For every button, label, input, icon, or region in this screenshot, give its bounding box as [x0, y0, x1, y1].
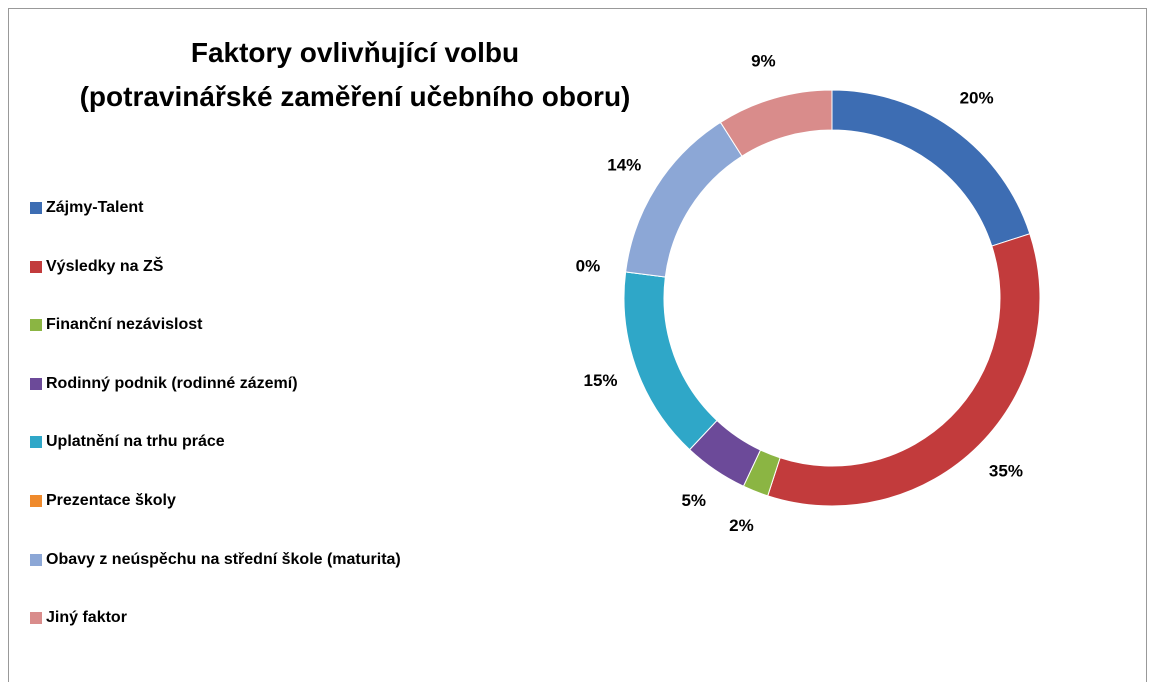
donut-segment: [623, 271, 718, 451]
donut-segment: [719, 89, 833, 157]
legend-swatch: [30, 319, 42, 332]
data-label: 15%: [584, 371, 618, 390]
legend-label: Finanční nezávislost: [46, 316, 203, 334]
data-label: 35%: [989, 461, 1023, 480]
legend-label: Zájmy-Talent: [46, 199, 144, 216]
legend-item: Zájmy-Talent: [30, 193, 420, 223]
data-label: 9%: [751, 51, 776, 70]
donut-segment: [831, 89, 1031, 247]
legend-swatch: [30, 553, 42, 566]
legend-item: Finanční nezávislost: [30, 310, 420, 340]
donut-segment: [625, 121, 743, 278]
frame: [8, 8, 1147, 682]
legend-swatch: [30, 436, 42, 449]
data-label: 2%: [729, 516, 754, 535]
legend-swatch: [30, 260, 42, 273]
legend-swatch: [30, 202, 42, 214]
chart-title: Faktory ovlivňující volbu: [191, 37, 519, 68]
legend-item: Obavy z neúspěchu na střední škole (matu…: [30, 545, 420, 575]
legend-swatch: [30, 495, 42, 507]
chart-title: (potravinářské zaměření učebního oboru): [80, 81, 631, 112]
legend-label: Obavy z neúspěchu na střední škole (matu…: [46, 550, 401, 568]
data-label: 20%: [960, 88, 994, 107]
legend-item: Jiný faktor: [30, 603, 420, 633]
legend-label: Výsledky na ZŠ: [46, 257, 164, 275]
legend-swatch: [30, 612, 42, 625]
legend-item: Uplatnění na trhu práce: [30, 427, 420, 457]
legend-item: Prezentace školy: [30, 486, 420, 516]
legend-label: Uplatnění na trhu práce: [46, 433, 225, 451]
legend-label: Prezentace školy: [46, 492, 176, 509]
legend-label: Jiný faktor: [46, 609, 127, 627]
data-label: 0%: [576, 257, 601, 276]
legend-item: Výsledky na ZŠ: [30, 252, 420, 282]
legend-item: Rodinný podnik (rodinné zázemí): [30, 369, 420, 399]
legend-label: Rodinný podnik (rodinné zázemí): [46, 374, 298, 392]
data-label: 5%: [681, 491, 706, 510]
legend-swatch: [30, 377, 42, 390]
data-label: 14%: [607, 156, 641, 175]
